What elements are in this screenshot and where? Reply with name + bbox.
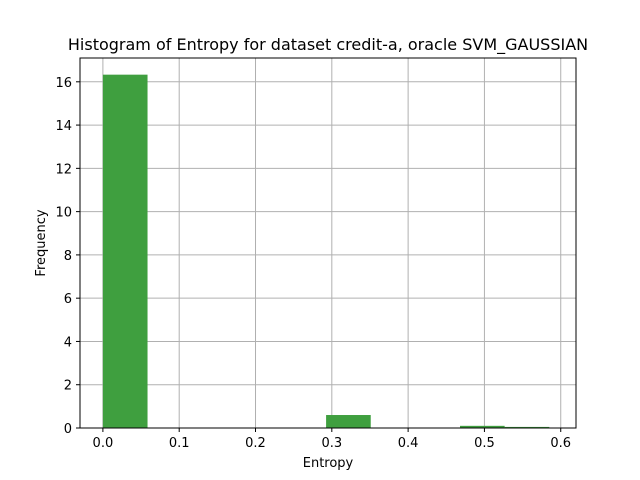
y-tick-label: 10: [55, 206, 72, 221]
x-tick-label: 0.1: [169, 436, 190, 451]
histogram-bar: [326, 415, 371, 428]
plot-frame: [79, 57, 577, 429]
y-tick-label: 12: [55, 162, 72, 177]
y-tick-label: 2: [64, 379, 72, 394]
bars-group: [102, 74, 550, 428]
y-axis-ticks: 0 2 4 6 8 10 12 14 16: [55, 76, 80, 437]
y-tick-label: 0: [64, 422, 72, 437]
y-tick-label: 16: [55, 76, 72, 91]
grid-lines: [80, 58, 576, 429]
x-axis-ticks: 0.0 0.1 0.2 0.3 0.4 0.5 0.6: [93, 428, 571, 451]
x-tick-label: 0.6: [550, 436, 571, 451]
y-tick-label: 8: [64, 249, 72, 264]
y-tick-label: 6: [64, 292, 72, 307]
y-tick-label: 14: [55, 119, 72, 134]
histogram-bar: [504, 426, 550, 428]
histogram-bar: [460, 425, 505, 428]
x-axis-label: Entropy: [303, 456, 354, 471]
x-tick-label: 0.3: [321, 436, 342, 451]
x-tick-label: 0.5: [474, 436, 495, 451]
x-tick-label: 0.4: [398, 436, 419, 451]
x-tick-label: 0.0: [93, 436, 114, 451]
x-tick-label: 0.2: [245, 436, 266, 451]
y-axis-label: Frequency: [34, 209, 49, 276]
histogram-bar: [102, 74, 148, 428]
chart-title: Histogram of Entropy for dataset credit-…: [68, 35, 588, 55]
y-tick-label: 4: [64, 335, 72, 350]
